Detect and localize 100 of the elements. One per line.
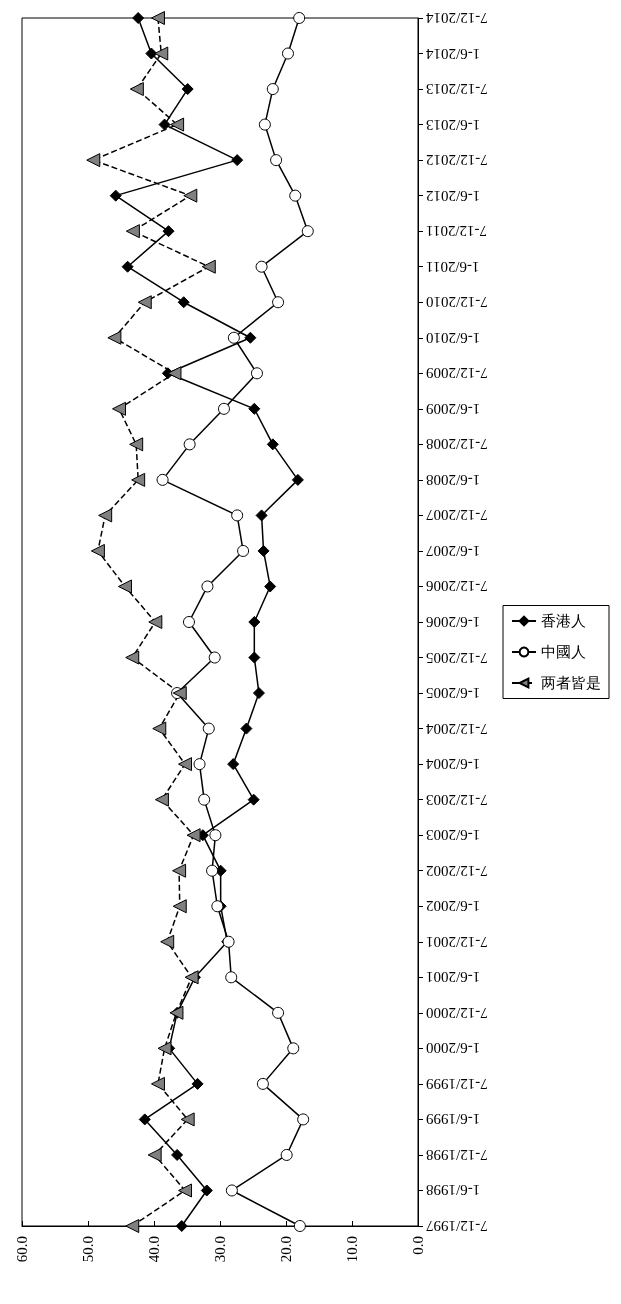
point (227, 331, 240, 344)
point (107, 330, 122, 345)
point (225, 1184, 238, 1197)
point (217, 402, 230, 415)
point (272, 296, 285, 309)
point (266, 438, 279, 451)
point (171, 1148, 184, 1161)
x-tick-label: 0.0 (410, 1236, 426, 1255)
point (183, 438, 196, 451)
point (255, 509, 268, 522)
point (247, 793, 260, 806)
point (154, 792, 169, 807)
point (145, 47, 158, 60)
x-tick-label: 30.0 (212, 1236, 228, 1263)
point (202, 722, 215, 735)
point (167, 366, 182, 381)
point (170, 117, 185, 132)
point (250, 367, 263, 380)
y-tick-label: 1-6/2000 (426, 1040, 481, 1057)
point (157, 1041, 172, 1056)
point (297, 1113, 310, 1126)
point (252, 687, 265, 700)
point (160, 934, 175, 949)
y-tick-label: 1-6/2002 (426, 898, 481, 915)
point (125, 224, 140, 239)
y-tick-label: 1-6/2005 (426, 685, 481, 702)
point (248, 651, 261, 664)
y-tick-label: 1-6/2012 (426, 187, 481, 204)
point (112, 401, 127, 416)
point (180, 1112, 195, 1127)
point (184, 970, 199, 985)
y-tick-label: 7-12/2000 (426, 1004, 488, 1021)
point (272, 1006, 285, 1019)
point (178, 1183, 193, 1198)
y-tick-label: 7-12/2012 (426, 152, 488, 169)
x-tick-label: 50.0 (80, 1236, 96, 1263)
y-tick-label: 7-12/2013 (426, 81, 488, 98)
point (117, 579, 132, 594)
y-tick-label: 7-12/2007 (425, 507, 488, 524)
point (201, 259, 216, 274)
point (209, 829, 222, 842)
x-tick-label: 20.0 (278, 1236, 294, 1263)
point (138, 1113, 151, 1126)
point (200, 1184, 213, 1197)
y-tick-label: 7-12/1998 (426, 1146, 488, 1163)
y-tick-label: 7-12/2005 (426, 649, 488, 666)
x-tick-label: 60.0 (14, 1236, 30, 1263)
point (186, 828, 201, 843)
y-tick-label: 1-6/2014 (425, 45, 481, 62)
point (132, 12, 145, 24)
y-tick-label: 1-6/1998 (426, 1182, 481, 1199)
point (266, 83, 279, 96)
y-tick-label: 7-12/2003 (426, 791, 488, 808)
y-tick-label: 7-12/1999 (426, 1075, 488, 1092)
y-tick-label: 7-12/2001 (426, 933, 488, 950)
legend-label: 中國人 (541, 644, 586, 660)
point (125, 1219, 140, 1233)
y-tick-label: 7-12/2008 (426, 436, 488, 453)
point (293, 12, 306, 24)
point (121, 260, 134, 273)
y-tick-label: 7-12/2009 (426, 365, 488, 382)
point (172, 863, 187, 878)
point (182, 616, 195, 628)
y-tick-label: 1-6/2007 (425, 542, 481, 559)
point (248, 616, 261, 628)
point (129, 82, 144, 97)
point (201, 580, 214, 593)
point (281, 47, 294, 60)
point (287, 1042, 300, 1055)
y-tick-label: 1-6/2010 (426, 329, 481, 346)
point (90, 543, 105, 558)
point (181, 83, 194, 96)
point (231, 154, 244, 167)
point (208, 651, 221, 664)
y-tick-label: 7-12/2011 (426, 223, 488, 240)
point (172, 899, 187, 914)
point (248, 402, 261, 415)
point (131, 472, 146, 487)
y-tick-label: 1-6/2008 (426, 471, 481, 488)
point (258, 118, 271, 131)
y-tick-label: 1-6/1999 (426, 1111, 481, 1128)
legend-label: 香港人 (541, 613, 586, 629)
y-tick-label: 1-6/2011 (426, 258, 480, 275)
point (158, 118, 171, 131)
point (231, 509, 244, 522)
point (244, 331, 257, 344)
point (301, 225, 314, 238)
y-tick-label: 7-12/2014 (425, 10, 488, 26)
point (86, 153, 101, 168)
y-tick-label: 1-6/2009 (426, 400, 481, 417)
point (125, 650, 140, 665)
point (162, 225, 175, 238)
point (177, 296, 190, 309)
y-tick-label: 1-6/2003 (426, 827, 481, 844)
point (291, 473, 304, 486)
y-tick-label: 7-12/2002 (426, 862, 488, 879)
point (98, 508, 113, 523)
point (150, 1076, 165, 1091)
point (270, 154, 283, 167)
point (152, 721, 167, 736)
